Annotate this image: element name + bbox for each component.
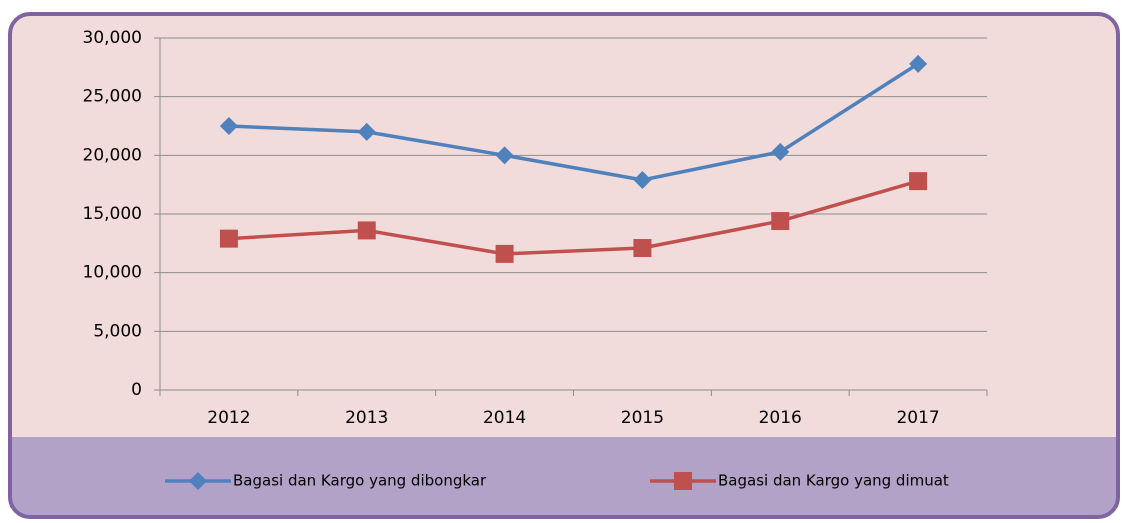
marker xyxy=(357,221,376,240)
marker xyxy=(633,170,652,189)
legend-label: Bagasi dan Kargo yang dimuat xyxy=(718,472,949,490)
x-tick-label: 2015 xyxy=(621,408,664,428)
y-tick-label: 25,000 xyxy=(83,87,142,107)
marker xyxy=(771,142,790,161)
marker xyxy=(909,54,928,73)
line xyxy=(228,62,920,182)
marker xyxy=(771,212,790,231)
y-tick-label: 30,000 xyxy=(83,28,142,48)
x-tick-label: 2012 xyxy=(207,408,250,428)
marker xyxy=(674,472,692,490)
y-tick-label: 20,000 xyxy=(83,145,142,165)
marker xyxy=(495,146,514,165)
marker xyxy=(633,239,652,258)
y-tick-label: 10,000 xyxy=(83,263,142,283)
marker xyxy=(357,122,376,141)
x-tick-label: 2013 xyxy=(345,408,388,428)
chart-background xyxy=(10,14,1118,517)
x-tick-label: 2017 xyxy=(896,408,939,428)
line xyxy=(228,179,919,256)
marker xyxy=(219,229,238,248)
y-tick-label: 5,000 xyxy=(93,321,142,341)
marker xyxy=(909,172,928,191)
x-tick-label: 2014 xyxy=(483,408,526,428)
y-tick-label: 15,000 xyxy=(83,204,142,224)
x-tick-label: 2016 xyxy=(759,408,802,428)
marker xyxy=(189,472,207,490)
marker xyxy=(219,117,238,135)
y-tick-label: 0 xyxy=(131,380,142,400)
chart-border xyxy=(8,12,1120,519)
marker xyxy=(495,244,514,263)
legend-label: Bagasi dan Kargo yang dibongkar xyxy=(233,472,487,490)
